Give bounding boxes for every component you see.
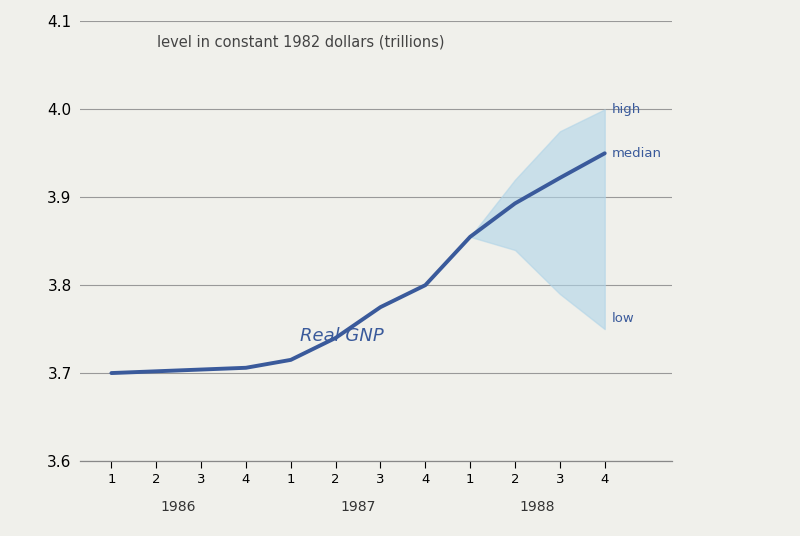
Text: level in constant 1982 dollars (trillions): level in constant 1982 dollars (trillion…: [157, 35, 445, 50]
Text: 1988: 1988: [520, 500, 555, 514]
Text: low: low: [611, 312, 634, 325]
Text: 1986: 1986: [161, 500, 197, 514]
Text: high: high: [611, 103, 641, 116]
Text: Real GNP: Real GNP: [300, 327, 383, 345]
Text: median: median: [611, 147, 662, 160]
Text: 1987: 1987: [340, 500, 376, 514]
